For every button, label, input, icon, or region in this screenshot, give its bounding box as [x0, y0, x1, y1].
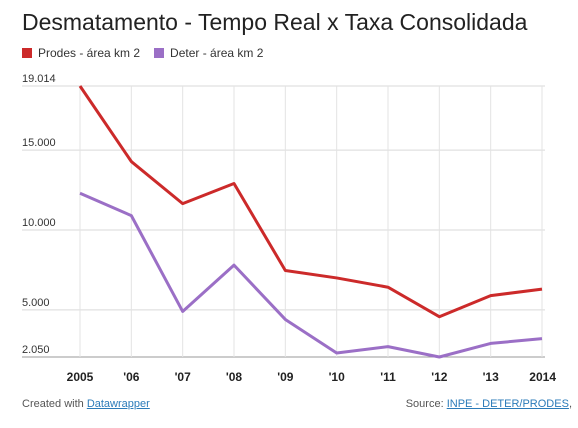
legend: Prodes - área km 2 Deter - área km 2 [22, 46, 277, 60]
created-with-text: Created with [22, 398, 87, 410]
line-chart: 2.050 5.000 10.000 15.000 19.014 2005 '06 '07 '… [22, 73, 557, 384]
x-tick-label: '12 [431, 370, 448, 384]
legend-item-deter: Deter - área km 2 [154, 46, 263, 60]
source-link[interactable]: INPE - DETER/PRODES [446, 398, 569, 410]
x-axis-ticks: 2005 '06 '07 '08 '09 '10 '11 '12 '13 2014 [67, 370, 557, 384]
legend-swatch-deter [154, 48, 165, 58]
series-lines [78, 85, 543, 359]
legend-label-deter: Deter - área km 2 [170, 46, 264, 60]
x-tick-label: '08 [226, 370, 243, 384]
y-tick-label: 15.000 [22, 137, 56, 149]
x-tick-label: 2005 [67, 370, 94, 384]
source-text: Source: [405, 398, 447, 410]
x-tick-label: '06 [123, 370, 140, 384]
created-with-credit: Created with Datawrapper [22, 398, 150, 410]
x-tick-label: '07 [175, 370, 192, 384]
y-axis-ticks: 2.050 5.000 10.000 15.000 19.014 [22, 73, 56, 356]
legend-swatch-prodes [22, 48, 32, 58]
y-tick-label: 19.014 [22, 73, 56, 85]
legend-label-prodes: Prodes - área km 2 [38, 46, 141, 60]
series-line-deter [79, 191, 543, 359]
x-tick-label: '09 [277, 370, 294, 384]
y-tick-label: 2.050 [22, 344, 50, 356]
x-tick-label: 2014 [529, 370, 556, 384]
y-tick-label: 5.000 [22, 297, 50, 309]
x-tick-label: '13 [483, 370, 500, 384]
series-line-prodes [78, 85, 543, 319]
y-tick-label: 10.000 [22, 217, 56, 229]
legend-item-prodes: Prodes - área km 2 [22, 46, 140, 60]
datawrapper-link[interactable]: Datawrapper [86, 398, 150, 410]
chart-title: Desmatamento - Tempo Real x Taxa Consoli… [22, 9, 528, 35]
source-credit: Source: INPE - DETER/PRODES, [406, 398, 572, 410]
source-trailing-comma: , [568, 398, 572, 410]
x-tick-label: '10 [329, 370, 346, 384]
x-tick-label: '11 [380, 370, 396, 384]
grid-lines [22, 85, 545, 358]
